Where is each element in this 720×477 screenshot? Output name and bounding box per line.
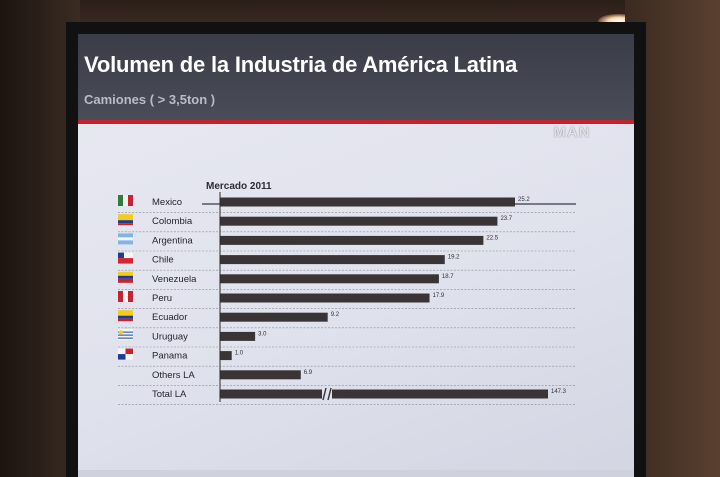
category-label: Ecuador <box>152 312 187 323</box>
bar <box>220 235 484 245</box>
data-label: 19.2 <box>448 255 460 261</box>
data-label: 1.0 <box>235 351 244 357</box>
slide-subtitle: Camiones ( > 3,5ton ) <box>84 92 216 107</box>
logo-text: MAN <box>553 124 591 141</box>
panama-flag-quarter <box>125 348 133 355</box>
uruguay-flag-stripe <box>118 334 133 336</box>
bar <box>220 351 232 361</box>
argentina-flag-stripe <box>118 240 133 245</box>
peru-flag-stripe <box>118 291 123 302</box>
colombia-flag-stripe <box>118 220 133 224</box>
data-label: 9.2 <box>331 312 340 318</box>
category-label: Total LA <box>152 389 187 400</box>
mexico-flag-stripe <box>123 195 128 206</box>
bar <box>220 331 256 341</box>
ecuador-flag-stripe <box>118 315 133 319</box>
peru-flag-stripe <box>123 291 128 302</box>
data-label: 23.7 <box>500 216 512 222</box>
data-label: 18.7 <box>442 274 454 280</box>
category-label: Others LA <box>152 370 195 381</box>
slide-footer <box>78 470 634 477</box>
bar <box>220 255 445 265</box>
category-label: Panama <box>152 351 188 362</box>
colombia-flag-stripe <box>118 214 133 221</box>
axis-break-mark <box>322 387 327 401</box>
slide-header: Volumen de la Industria de América Latin… <box>78 34 634 120</box>
chile-flag-stripe <box>118 252 133 259</box>
mexico-flag-stripe <box>128 195 133 206</box>
axis-break-mark <box>327 387 332 401</box>
bar <box>220 274 439 284</box>
data-label: 22.5 <box>486 235 498 241</box>
data-label: 147.3 <box>551 389 567 395</box>
slide-title: Volumen de la Industria de América Latin… <box>84 52 518 77</box>
uruguay-flag-sun <box>118 330 124 335</box>
panama-flag-quarter <box>118 354 126 360</box>
axis-break-gap <box>322 388 332 400</box>
bar <box>220 197 515 207</box>
ecuador-flag-stripe <box>118 310 133 316</box>
colombia-flag-stripe <box>118 223 133 226</box>
data-label: 3.0 <box>258 331 267 337</box>
mexico-flag-stripe <box>118 195 123 206</box>
chile-flag-stripe <box>118 258 133 264</box>
category-label: Chile <box>152 255 174 266</box>
data-label: 17.9 <box>433 293 445 299</box>
uruguay-flag-stripe <box>118 331 133 333</box>
slide: Volumen de la Industria de América Latin… <box>78 34 634 477</box>
peru-flag-stripe <box>128 291 133 302</box>
bar-chart: Mercado 2011 Mexico 25.2 Colombia 23.7 Argent… <box>118 181 576 405</box>
bar <box>220 293 430 303</box>
venezuela-flag-stripe <box>118 271 133 276</box>
category-label: Colombia <box>152 216 193 227</box>
data-label: 6.9 <box>304 370 313 376</box>
panama-flag-quarter <box>125 354 133 360</box>
venezuela-flag-stripe <box>118 275 133 279</box>
uruguay-flag-stripe <box>118 337 133 339</box>
bar <box>220 312 328 322</box>
man-logo: MAN <box>540 114 604 148</box>
argentina-flag-stripe <box>118 233 133 238</box>
bar <box>220 370 301 380</box>
venezuela-flag-stripe <box>118 278 133 283</box>
ecuador-flag-stripe <box>118 318 133 322</box>
panama-flag-quarter <box>118 348 126 355</box>
chart-title: Mercado 2011 <box>206 181 272 192</box>
chile-flag-canton <box>118 252 124 259</box>
header-divider <box>78 120 634 124</box>
category-label: Mexico <box>152 197 182 208</box>
data-label: 25.2 <box>518 197 530 203</box>
bar <box>220 389 548 399</box>
bar <box>220 216 498 226</box>
category-label: Uruguay <box>152 331 188 342</box>
category-label: Peru <box>152 293 172 304</box>
category-label: Venezuela <box>152 274 197 285</box>
argentina-flag-stripe <box>118 237 133 241</box>
category-label: Argentina <box>152 235 193 246</box>
